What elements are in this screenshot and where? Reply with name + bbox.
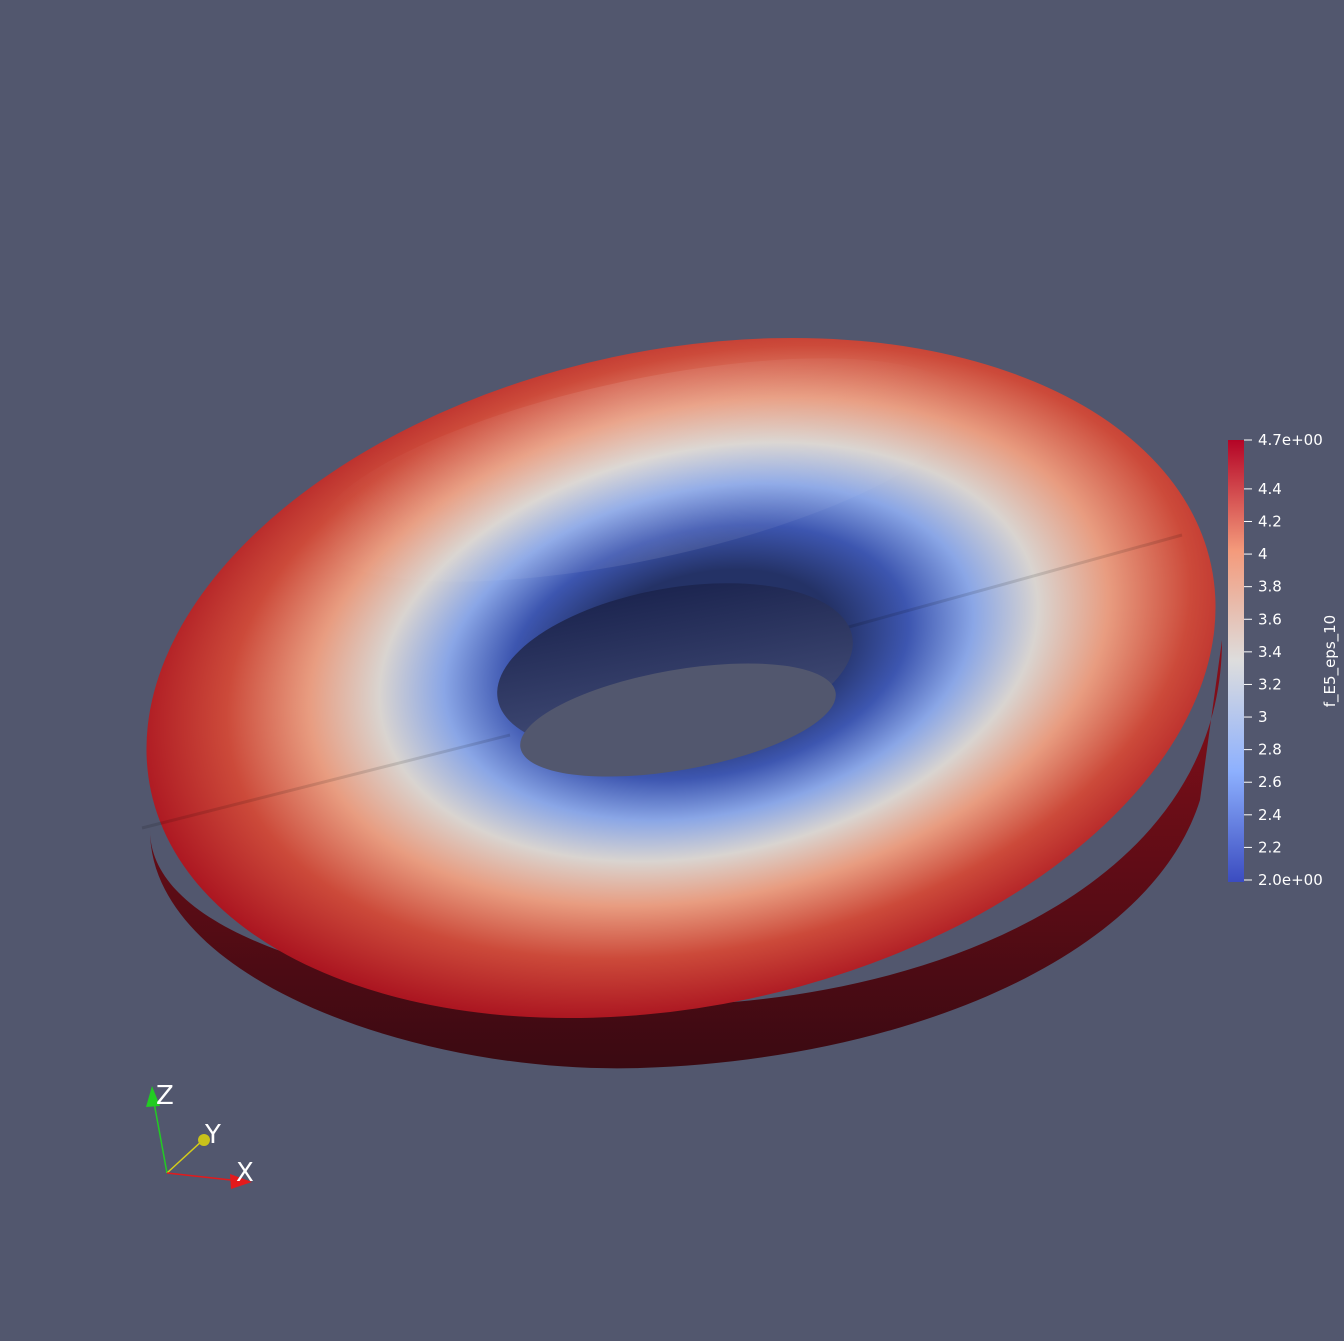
scalar-bar-tick-label: 4.4 [1258,480,1282,498]
x-axis-arrow-icon [230,1174,252,1189]
scalar-bar-tick-label: 2.8 [1258,741,1282,759]
y-axis-arrow-icon [198,1134,210,1146]
scalar-bar-tick-label: 4 [1258,545,1268,563]
y-axis-label: Y [204,1120,221,1150]
scalar-bar-ticks: 4.7e+00 4.4 4.2 4 3.8 3.6 3.4 3.2 3 2.8 2.6 2.4 2.2 2… [1244,431,1323,889]
scalar-bar-tick-label: 2.6 [1258,773,1282,791]
scalar-bar-tick-label: 2.0e+00 [1258,871,1323,889]
orientation-axes-widget: Z Y X [146,1081,254,1189]
z-axis-label: Z [156,1081,174,1111]
scalar-bar-tick-label: 3.6 [1258,610,1282,628]
x-axis-line [166,1172,241,1182]
x-axis-label: X [236,1158,254,1188]
scalar-bar-tick-label: 3.4 [1258,643,1282,661]
torus-hole [520,663,836,777]
surface-seam [844,533,1183,630]
scalar-bar: 4.7e+00 4.4 4.2 4 3.8 3.6 3.4 3.2 3 2.8 2.6 2.4 2.2 2… [1228,431,1340,889]
scalar-bar-tick-label: 4.2 [1258,512,1282,530]
y-axis-line [166,1139,204,1174]
z-axis-line [152,1096,168,1174]
scalar-bar-tick-label: 4.7e+00 [1258,431,1323,449]
torus-underside [150,640,1222,1069]
scalar-bar-tick-label: 3.8 [1258,578,1282,596]
scalar-bar-tick-label: 2.2 [1258,838,1282,856]
scalar-bar-tick-label: 3 [1258,708,1268,726]
scalar-bar-title: f_E5_eps_10 [1321,615,1340,707]
surface-seam [141,733,511,830]
scalar-bar-tick-label: 2.4 [1258,806,1282,824]
scalar-bar-tick-label: 3.2 [1258,675,1282,693]
scalar-bar-ramp [1228,440,1244,882]
surface-highlight [316,358,964,582]
torus-surface[interactable] [83,244,1280,1111]
z-axis-arrow-icon [146,1086,160,1107]
